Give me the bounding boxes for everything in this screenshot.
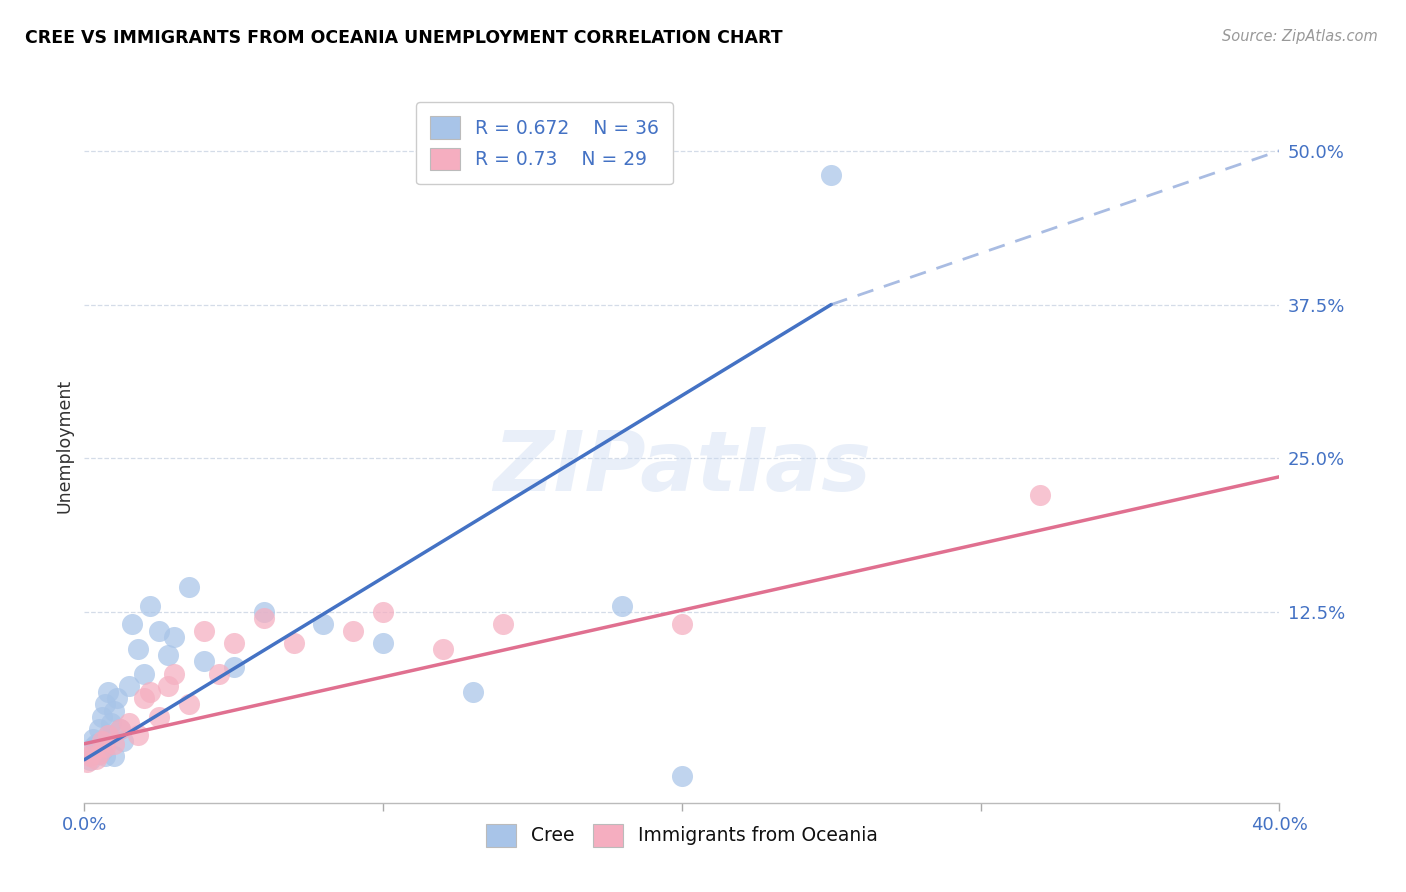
Point xyxy=(163,666,186,681)
Point xyxy=(82,740,104,755)
Point xyxy=(97,685,120,699)
Point xyxy=(103,737,125,751)
Point xyxy=(222,636,245,650)
Point xyxy=(121,617,143,632)
Point xyxy=(89,747,111,761)
Point xyxy=(118,715,141,730)
Point xyxy=(91,744,114,758)
Point xyxy=(612,599,634,613)
Text: CREE VS IMMIGRANTS FROM OCEANIA UNEMPLOYMENT CORRELATION CHART: CREE VS IMMIGRANTS FROM OCEANIA UNEMPLOY… xyxy=(25,29,783,46)
Point xyxy=(193,624,215,638)
Point xyxy=(492,617,515,632)
Point xyxy=(148,624,170,638)
Point xyxy=(86,737,108,751)
Point xyxy=(82,744,104,758)
Point xyxy=(157,679,180,693)
Point xyxy=(157,648,180,662)
Point xyxy=(103,704,125,718)
Point xyxy=(671,617,693,632)
Point xyxy=(97,728,120,742)
Point xyxy=(132,666,156,681)
Point xyxy=(208,666,231,681)
Point xyxy=(112,734,135,748)
Point xyxy=(163,630,186,644)
Point xyxy=(283,636,305,650)
Point xyxy=(105,691,128,706)
Point xyxy=(89,747,111,761)
Point xyxy=(110,722,132,736)
Legend: Cree, Immigrants from Oceania: Cree, Immigrants from Oceania xyxy=(478,816,886,854)
Point xyxy=(148,709,170,723)
Point xyxy=(132,691,156,706)
Point xyxy=(253,611,276,625)
Point xyxy=(89,722,111,736)
Point xyxy=(461,685,484,699)
Point xyxy=(432,642,454,657)
Y-axis label: Unemployment: Unemployment xyxy=(55,379,73,513)
Point xyxy=(86,751,108,765)
Point xyxy=(222,660,245,674)
Point xyxy=(373,636,395,650)
Point xyxy=(110,722,132,736)
Point xyxy=(139,599,162,613)
Point xyxy=(94,740,117,755)
Point xyxy=(177,698,200,712)
Point xyxy=(79,753,101,767)
Text: Source: ZipAtlas.com: Source: ZipAtlas.com xyxy=(1222,29,1378,44)
Point xyxy=(820,169,842,183)
Point xyxy=(97,728,120,742)
Point xyxy=(103,749,125,764)
Point xyxy=(91,709,114,723)
Point xyxy=(177,581,200,595)
Point xyxy=(76,755,98,769)
Point xyxy=(127,728,149,742)
Point xyxy=(671,769,693,783)
Point xyxy=(127,642,149,657)
Point xyxy=(193,654,215,668)
Point xyxy=(94,698,117,712)
Point xyxy=(139,685,162,699)
Point xyxy=(342,624,364,638)
Point xyxy=(118,679,141,693)
Text: ZIPatlas: ZIPatlas xyxy=(494,427,870,508)
Point xyxy=(100,715,122,730)
Point xyxy=(94,749,117,764)
Point xyxy=(79,749,101,764)
Point xyxy=(373,605,395,619)
Point xyxy=(82,731,104,746)
Point xyxy=(91,734,114,748)
Point xyxy=(1029,488,1052,502)
Point xyxy=(312,617,335,632)
Point xyxy=(253,605,276,619)
